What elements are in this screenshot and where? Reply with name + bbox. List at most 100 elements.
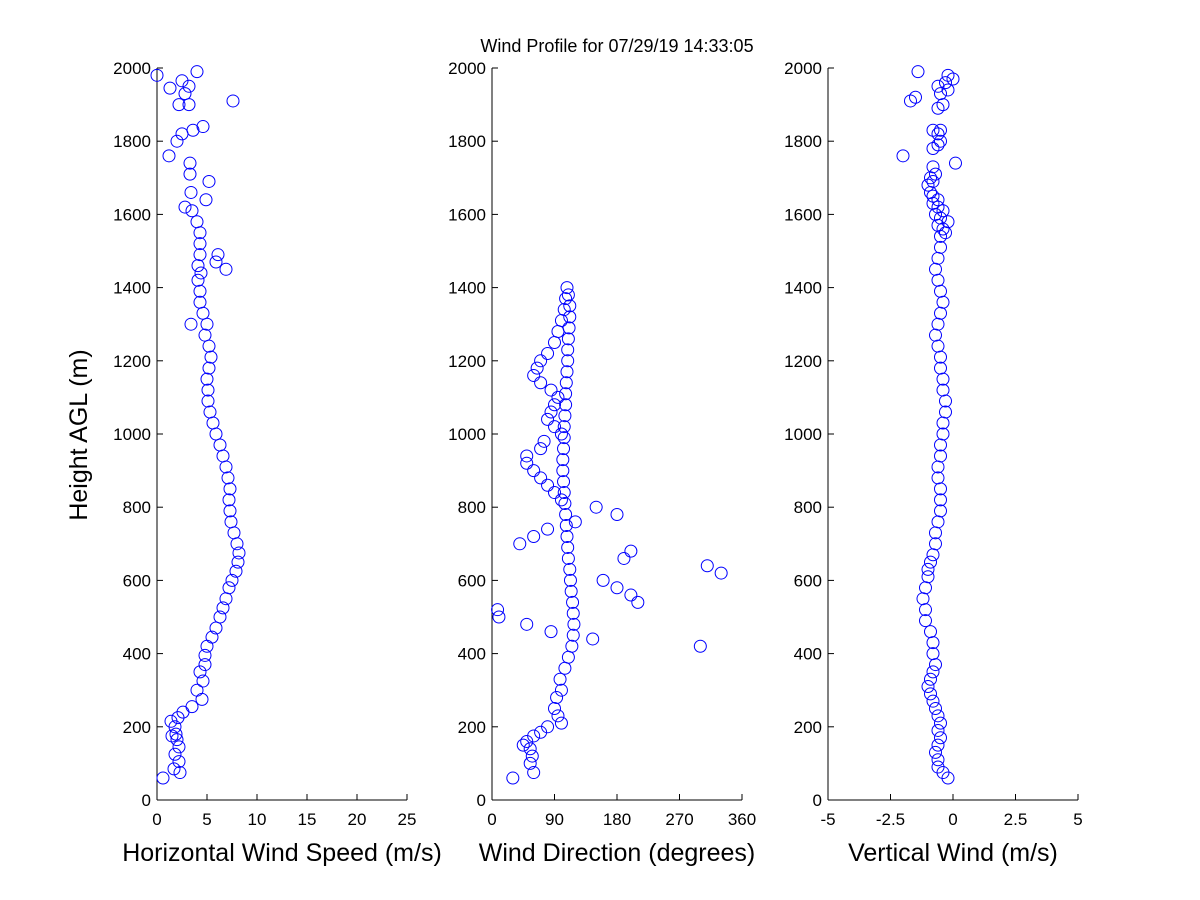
direction-data-point [561,332,575,346]
direction-data-point [506,771,520,785]
speed-x-axis-label: Horizontal Wind Speed (m/s) [122,839,442,867]
speed-data-point [203,405,217,419]
vertical-data-point [941,83,955,97]
vertical-data-point [926,647,940,661]
direction-x-tick-label: 0 [487,810,496,829]
vertical-y-tick-label: 2000 [784,59,822,78]
speed-data-point [231,555,245,569]
speed-data-point [223,482,237,496]
vertical-data-point [931,251,945,265]
direction-y-tick-label: 400 [458,645,486,664]
vertical-data-point [924,687,937,701]
direction-data-point [525,749,539,763]
speed-data-point [199,193,213,207]
direction-data-point [541,346,555,360]
vertical-data-point [939,394,952,408]
direction-data-point [558,409,572,423]
speed-y-tick-label: 1000 [113,425,151,444]
vertical-data-point [931,760,945,774]
speed-data-point [178,87,192,101]
speed-data-point [201,394,215,408]
direction-data-point [523,742,537,756]
direction-data-point [544,383,558,397]
vertical-data-point [926,636,940,650]
speed-data-point [209,255,223,269]
vertical-data-point [934,240,947,254]
direction-data-point [551,709,565,723]
speed-data-point [172,755,186,769]
direction-data-point [557,475,571,489]
vertical-data-point [919,614,932,628]
speed-data-point [162,149,176,163]
vertical-data-point [931,339,945,353]
speed-data-point [224,515,238,529]
speed-data-point [193,248,207,262]
speed-data-point [167,762,181,776]
direction-data-point [693,639,707,653]
speed-data-point [190,65,204,79]
speed-data-point [211,248,225,262]
direction-data-point [534,471,548,485]
direction-data-point [548,486,561,500]
speed-x-tick-label: 15 [298,810,317,829]
vertical-data-point [909,90,922,104]
vertical-data-point [929,526,942,540]
vertical-data-point [936,204,950,218]
speed-data-point [205,630,219,644]
vertical-data-point [934,482,947,496]
vertical-data-point [916,592,930,606]
speed-data-point [221,471,235,485]
vertical-data-point [941,215,955,229]
direction-data-point [527,464,541,478]
direction-data-point [559,387,573,401]
vertical-data-point [931,723,945,737]
direction-data-point [596,573,610,587]
direction-data-point [527,729,541,743]
vertical-data-point [926,123,940,137]
speed-y-tick-label: 1800 [113,132,151,151]
direction-data-point [561,551,575,565]
speed-data-point [193,284,207,298]
vertical-data-point [929,745,942,759]
vertical-y-tick-label: 1200 [784,352,822,371]
speed-data-point [184,185,198,199]
vertical-data-point [931,138,945,152]
speed-data-point [190,683,204,697]
vertical-data-point [934,350,947,364]
vertical-data-point [931,738,945,752]
vertical-data-point [931,101,945,115]
direction-data-point [556,453,570,467]
direction-data-point [551,325,565,339]
speed-data-point [193,226,207,240]
vertical-data-point [934,731,947,745]
direction-data-point [563,562,577,576]
vertical-data-point [931,193,945,207]
speed-data-point [198,328,212,342]
vertical-data-point [921,680,935,694]
speed-data-point [168,747,182,761]
direction-y-tick-label: 1600 [448,205,486,224]
speed-x-tick-label: 5 [202,810,211,829]
direction-y-tick-label: 0 [477,791,486,810]
speed-data-point [225,573,239,587]
vertical-data-point [924,555,937,569]
direction-data-point [562,321,576,335]
speed-data-point [202,339,216,353]
speed-data-point [219,262,233,276]
speed-x-tick-label: 10 [248,810,267,829]
vertical-y-tick-label: 1800 [784,132,822,151]
vertical-data-point [926,665,940,679]
vertical-x-tick-label: 2.5 [1004,810,1028,829]
direction-data-point [554,427,568,441]
direction-data-point [548,420,561,434]
direction-data-point [561,343,575,357]
speed-data-point [216,449,230,463]
speed-data-point [193,237,207,251]
direction-data-point [624,544,638,558]
direction-data-point [564,584,578,598]
vertical-data-point [926,548,940,562]
direction-data-point [492,610,506,624]
direction-data-point [560,365,574,379]
direction-data-point [544,405,558,419]
speed-data-point [183,167,197,181]
